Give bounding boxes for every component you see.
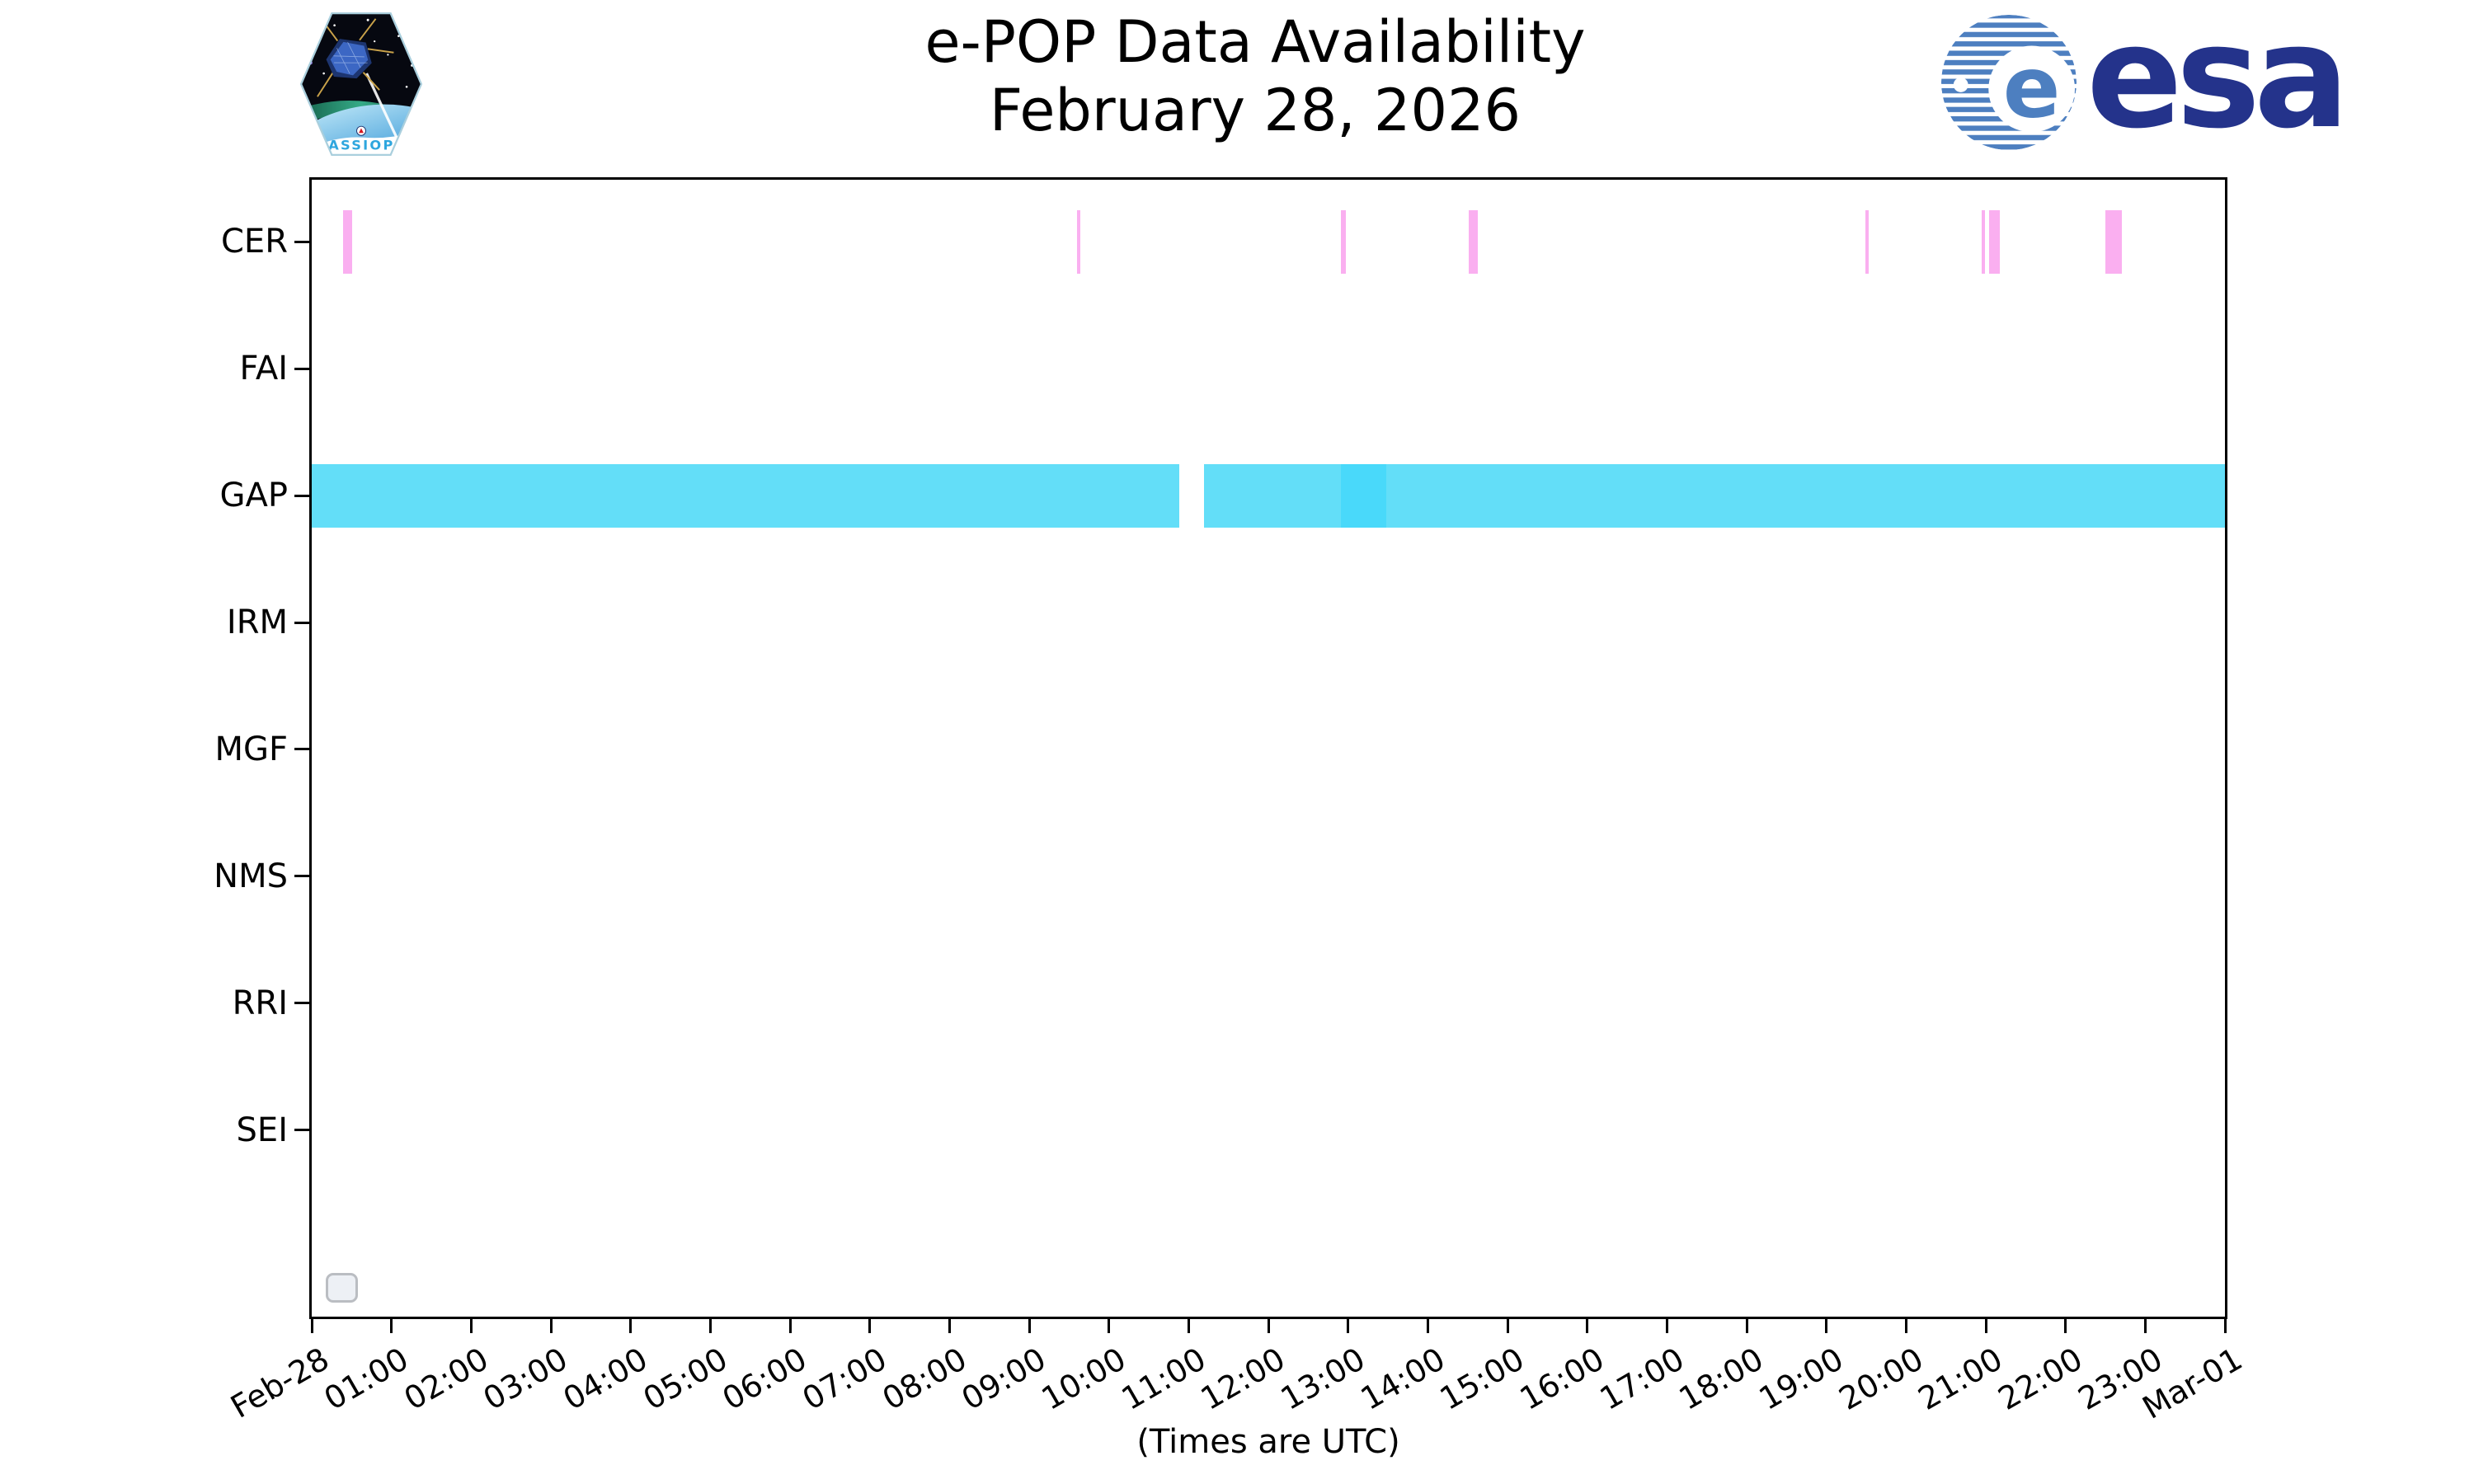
legend-box — [326, 1273, 358, 1303]
patch-satellite — [317, 18, 394, 97]
x-tick-mark — [2143, 1319, 2147, 1333]
x-tick-label: 14:00 — [1354, 1341, 1451, 1417]
availability-bar-cer — [1982, 209, 1986, 274]
x-tick-label: 20:00 — [1832, 1341, 1930, 1417]
availability-bar-gap — [312, 463, 1179, 528]
x-tick-label: 19:00 — [1752, 1341, 1850, 1417]
x-tick-label: 01:00 — [317, 1341, 415, 1417]
y-axis-label-mgf: MGF — [214, 730, 288, 768]
x-tick-mark — [708, 1319, 712, 1333]
x-tick-label: 15:00 — [1434, 1341, 1531, 1417]
x-tick-label: Feb-28 — [223, 1341, 335, 1425]
svg-text:e: e — [2003, 40, 2061, 138]
y-axis-label-sei: SEI — [236, 1111, 288, 1149]
x-tick-mark — [1426, 1319, 1429, 1333]
x-tick-mark — [1347, 1319, 1350, 1333]
x-tick-mark — [1984, 1319, 1987, 1333]
x-tick-label: 04:00 — [557, 1341, 654, 1417]
x-tick-mark — [1028, 1319, 1031, 1333]
availability-bar-cer — [1340, 209, 1346, 274]
y-tick-mark — [294, 748, 309, 751]
x-tick-mark — [1586, 1319, 1589, 1333]
x-tick-label: 07:00 — [796, 1341, 893, 1417]
x-tick-mark — [629, 1319, 633, 1333]
y-tick-mark — [294, 494, 309, 497]
y-axis-label-gap: GAP — [219, 477, 288, 515]
x-axis-caption: (Times are UTC) — [1136, 1423, 1400, 1461]
availability-bar-cer — [1865, 209, 1869, 274]
patch-artwork: CASSIOPE — [301, 13, 421, 155]
x-tick-label: 08:00 — [876, 1341, 973, 1417]
patch-light-streak — [365, 73, 399, 140]
esa-globe-icon: e — [1940, 14, 2077, 151]
x-tick-mark — [868, 1319, 872, 1333]
y-axis-label-cer: CER — [221, 223, 288, 261]
patch-hexagon-border — [299, 12, 423, 156]
esa-wordmark: esa — [2086, 0, 2349, 160]
x-tick-mark — [1267, 1319, 1270, 1333]
availability-bar-gap — [1340, 463, 1387, 528]
x-tick-mark — [1108, 1319, 1111, 1333]
x-tick-mark — [788, 1319, 792, 1333]
availability-bar-cer — [1077, 209, 1080, 274]
availability-bar-cer — [1988, 209, 2001, 274]
x-tick-mark — [1187, 1319, 1190, 1333]
x-tick-mark — [310, 1319, 313, 1333]
x-tick-label: 13:00 — [1274, 1341, 1371, 1417]
x-tick-label: 06:00 — [717, 1341, 813, 1417]
y-tick-mark — [294, 1002, 309, 1005]
chart-subtitle-date: February 28, 2026 — [989, 76, 1522, 144]
y-tick-mark — [294, 621, 309, 624]
x-tick-mark — [390, 1319, 393, 1333]
x-tick-label: 21:00 — [1912, 1341, 2009, 1417]
y-tick-mark — [294, 367, 309, 370]
chart-title: e-POP Data Availability — [924, 8, 1586, 76]
x-tick-mark — [549, 1319, 553, 1333]
x-tick-label: 09:00 — [956, 1341, 1052, 1417]
x-tick-mark — [469, 1319, 473, 1333]
x-tick-mark — [1745, 1319, 1748, 1333]
x-tick-mark — [948, 1319, 951, 1333]
availability-bar-cer — [342, 209, 353, 274]
y-axis-label-nms: NMS — [214, 857, 288, 895]
x-tick-label: 12:00 — [1195, 1341, 1291, 1417]
y-axis-label-irm: IRM — [226, 603, 288, 641]
y-tick-mark — [294, 1129, 309, 1132]
y-axis-label-rri: RRI — [232, 984, 288, 1022]
plot-area — [309, 177, 2227, 1319]
x-tick-mark — [1506, 1319, 1509, 1333]
x-tick-label: 03:00 — [477, 1341, 574, 1417]
x-tick-label: 10:00 — [1035, 1341, 1132, 1417]
x-tick-mark — [1665, 1319, 1668, 1333]
x-tick-label: 16:00 — [1513, 1341, 1611, 1417]
x-tick-mark — [2223, 1319, 2227, 1333]
x-tick-mark — [2064, 1319, 2067, 1333]
x-tick-label: 02:00 — [397, 1341, 495, 1417]
y-axis-label-fai: FAI — [239, 350, 289, 388]
y-tick-mark — [294, 240, 309, 243]
patch-mission-name: CASSIOPE — [317, 137, 406, 153]
csa-agency-mark — [356, 125, 366, 136]
x-tick-label: 17:00 — [1593, 1341, 1691, 1417]
chart-title-block: e-POP Data Availability February 28, 202… — [924, 8, 1585, 144]
availability-bar-cer — [2105, 209, 2123, 274]
x-tick-label: 05:00 — [637, 1341, 734, 1417]
cassiope-mission-patch: CASSIOPE — [299, 12, 423, 156]
y-tick-mark — [294, 875, 309, 878]
availability-bar-cer — [1468, 209, 1479, 274]
x-tick-mark — [1904, 1319, 1907, 1333]
x-tick-label: 18:00 — [1673, 1341, 1770, 1417]
x-tick-label: 22:00 — [1992, 1341, 2089, 1417]
x-tick-mark — [1825, 1319, 1828, 1333]
x-tick-label: 11:00 — [1115, 1341, 1212, 1417]
esa-logo: e esa — [1940, 7, 2349, 153]
